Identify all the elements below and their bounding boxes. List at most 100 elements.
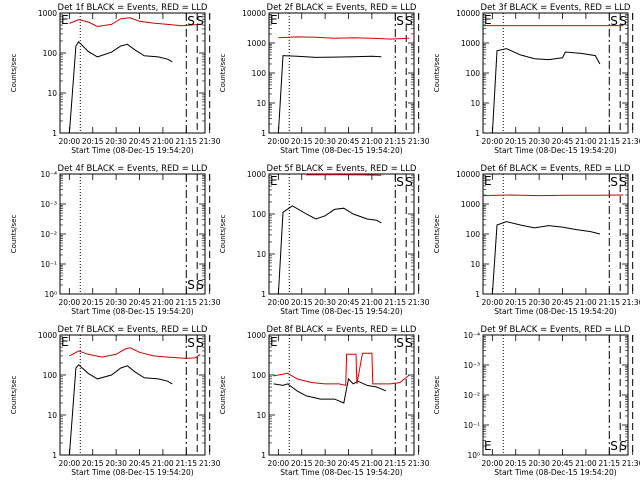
plot-frame — [59, 173, 206, 295]
y-tick-label: 1 — [52, 451, 57, 460]
panel-9: Det 9f BLACK = Events, RED = LLD Counts/s… — [433, 325, 640, 477]
y-tick-label: 100 — [43, 49, 58, 58]
y-tick-label: 1000 — [461, 200, 480, 209]
x-tick-label: 20:45 — [552, 459, 574, 468]
y-tick-label: 1 — [52, 129, 57, 138]
x-tick-label: 21:15 — [384, 137, 406, 146]
y-tick-label: 10000 — [242, 9, 266, 18]
event-marker-s: S — [619, 14, 627, 28]
x-axis-label: Start Time (08-Dec-15 19:54:20) — [71, 146, 193, 155]
y-tick-label: 10⁻⁴ — [463, 331, 480, 340]
x-tick-label: 20:15 — [82, 459, 104, 468]
x-tick-label: 21:30 — [199, 137, 221, 146]
y-tick-label: 10 — [470, 99, 480, 108]
x-tick-label: 20:00 — [482, 137, 504, 146]
event-marker-s: S — [619, 439, 627, 453]
x-tick-label: 21:00 — [361, 137, 383, 146]
x-tick-label: 20:15 — [291, 137, 313, 146]
x-axis-label: Start Time (08-Dec-15 19:54:20) — [280, 468, 402, 477]
x-tick-label: 20:00 — [59, 459, 81, 468]
event-marker-s: S — [610, 14, 618, 28]
y-tick-label: 10 — [47, 89, 57, 98]
x-tick-label: 21:30 — [622, 459, 640, 468]
x-tick-label: 21:00 — [575, 459, 597, 468]
x-tick-label: 20:30 — [314, 298, 336, 307]
y-tick-label: 10 — [470, 260, 480, 269]
x-axis-label: Start Time (08-Dec-15 19:54:20) — [280, 307, 402, 316]
x-tick-label: 20:15 — [291, 298, 313, 307]
y-tick-label: 10⁰ — [44, 290, 57, 299]
x-tick-label: 20:15 — [505, 298, 527, 307]
plot-frame — [268, 334, 415, 456]
plot-frame — [482, 173, 629, 295]
y-tick-label: 1 — [261, 451, 266, 460]
series-line-events — [491, 48, 601, 134]
panel-title: Det 9f BLACK = Events, RED = LLD — [481, 325, 631, 335]
x-tick-label: 21:30 — [199, 459, 221, 468]
event-marker-s: S — [396, 175, 404, 189]
y-tick-label: 10⁻¹ — [463, 421, 480, 430]
y-tick-label: 10⁻³ — [40, 200, 57, 209]
y-tick-label: 1 — [261, 129, 266, 138]
series-line-lld — [69, 347, 201, 359]
y-tick-label: 1000 — [38, 331, 57, 340]
series-line-events — [277, 205, 382, 295]
y-axis-label: Counts/sec — [219, 215, 227, 254]
y-axis-label: Counts/sec — [433, 215, 441, 254]
panel-6: Det 6f BLACK = Events, RED = LLD Counts/s… — [433, 164, 640, 316]
series-line-events — [68, 41, 173, 134]
y-tick-label: 1000 — [247, 170, 266, 179]
event-marker-e: E — [270, 335, 278, 349]
series-line-events — [491, 221, 601, 295]
event-marker-s: S — [396, 336, 404, 350]
series-line-events — [68, 364, 173, 456]
panel-title: Det 4f BLACK = Events, RED = LLD — [58, 164, 208, 174]
y-tick-label: 100 — [466, 69, 481, 78]
x-tick-label: 21:15 — [175, 459, 197, 468]
x-tick-label: 21:15 — [598, 298, 620, 307]
x-tick-label: 21:15 — [598, 459, 620, 468]
y-tick-label: 100 — [43, 371, 58, 380]
panel-title: Det 5f BLACK = Events, RED = LLD — [267, 164, 417, 174]
y-tick-label: 1 — [261, 290, 266, 299]
panel-3: Det 3f BLACK = Events, RED = LLD Counts/s… — [433, 3, 640, 155]
x-axis-label: Start Time (08-Dec-15 19:54:20) — [280, 146, 402, 155]
panel-title: Det 8f BLACK = Events, RED = LLD — [267, 325, 417, 335]
x-tick-label: 21:30 — [408, 459, 430, 468]
x-tick-label: 20:00 — [482, 459, 504, 468]
x-tick-label: 21:15 — [175, 137, 197, 146]
series-line-lld — [306, 174, 382, 176]
series-line-events — [273, 377, 387, 404]
x-tick-label: 20:00 — [268, 459, 290, 468]
event-marker-s: S — [196, 336, 204, 350]
y-tick-label: 10⁻¹ — [40, 260, 57, 269]
y-axis-label: Counts/sec — [219, 54, 227, 93]
x-tick-label: 21:00 — [361, 298, 383, 307]
x-tick-label: 21:00 — [152, 298, 174, 307]
x-tick-label: 21:15 — [384, 298, 406, 307]
x-axis-label: Start Time (08-Dec-15 19:54:20) — [71, 468, 193, 477]
y-tick-label: 10000 — [456, 9, 480, 18]
x-tick-label: 20:45 — [129, 137, 151, 146]
x-tick-label: 20:00 — [482, 298, 504, 307]
panel-5: Det 5f BLACK = Events, RED = LLD Counts/s… — [219, 164, 430, 316]
x-tick-label: 20:15 — [82, 137, 104, 146]
y-tick-label: 10 — [256, 99, 266, 108]
x-tick-label: 21:00 — [152, 137, 174, 146]
panel-title: Det 7f BLACK = Events, RED = LLD — [58, 325, 208, 335]
x-tick-label: 20:15 — [291, 459, 313, 468]
x-tick-label: 20:30 — [105, 459, 127, 468]
x-tick-label: 21:00 — [152, 459, 174, 468]
x-tick-label: 20:30 — [314, 459, 336, 468]
x-tick-label: 21:15 — [598, 137, 620, 146]
x-axis-label: Start Time (08-Dec-15 19:54:20) — [71, 307, 193, 316]
event-marker-s: S — [619, 175, 627, 189]
y-tick-label: 10 — [256, 411, 266, 420]
panel-2: Det 2f BLACK = Events, RED = LLD Counts/s… — [219, 3, 430, 155]
x-tick-label: 21:30 — [622, 298, 640, 307]
x-tick-label: 20:15 — [82, 298, 104, 307]
x-tick-label: 20:15 — [505, 459, 527, 468]
event-marker-s: S — [405, 336, 413, 350]
